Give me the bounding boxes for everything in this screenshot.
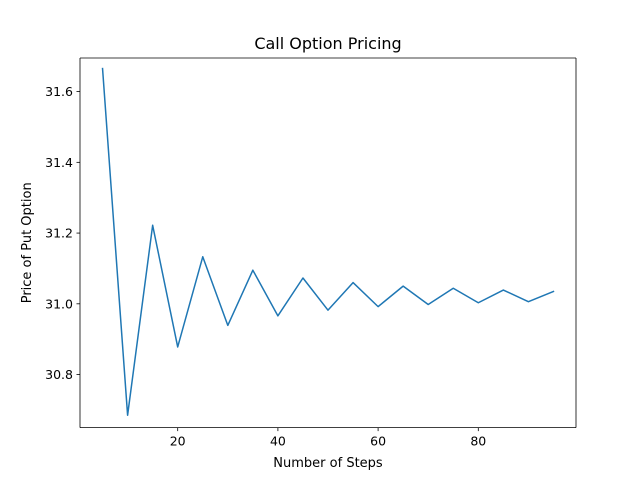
y-tick-label: 31.4: [45, 155, 73, 170]
x-axis-ticks: 20 40 60 80: [170, 427, 486, 449]
series-layer: [101, 67, 555, 416]
axes-frame: [79, 57, 577, 429]
y-axis-ticks: 30.8 31.0 31.2 31.4 31.6: [45, 84, 80, 382]
x-tick-label: 80: [470, 434, 486, 449]
y-tick-label: 31.0: [45, 296, 73, 311]
x-tick-label: 40: [270, 434, 286, 449]
y-tick-label: 31.6: [45, 84, 73, 99]
x-axis-label: Number of Steps: [273, 456, 383, 471]
plot-area: [80, 58, 576, 428]
x-tick-label: 60: [370, 434, 386, 449]
chart-title: Call Option Pricing: [254, 34, 401, 53]
y-axis-label: Price of Put Option: [20, 182, 35, 303]
y-tick-label: 31.2: [45, 226, 73, 241]
x-tick-label: 20: [170, 434, 186, 449]
y-tick-label: 30.8: [45, 367, 73, 382]
